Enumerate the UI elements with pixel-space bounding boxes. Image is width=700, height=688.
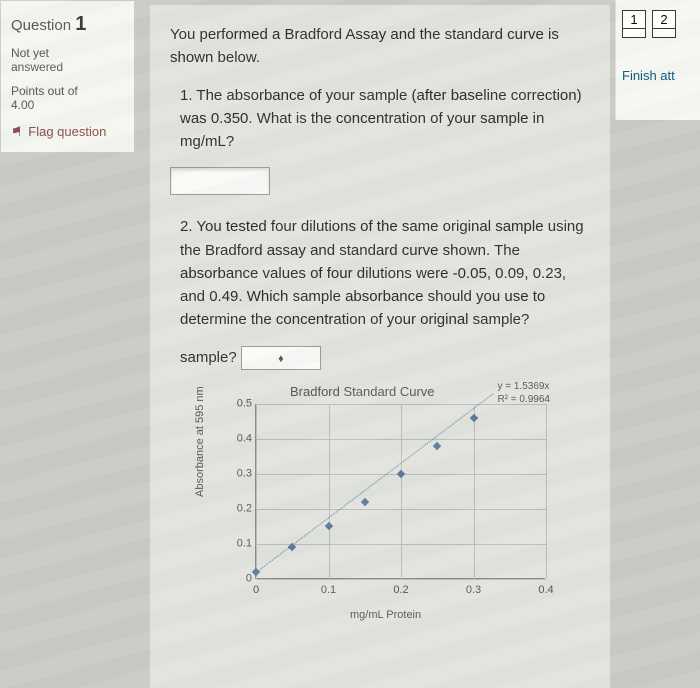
chart-y-tick: 0.1 — [237, 535, 252, 552]
chart-x-axis-label: mg/mL Protein — [350, 607, 421, 624]
chart-data-point — [324, 522, 332, 530]
chart-y-tick: 0.3 — [237, 465, 252, 482]
flag-question-link[interactable]: ⚑ Flag question — [11, 124, 124, 140]
question-content: You performed a Bradford Assay and the s… — [150, 5, 610, 688]
question-intro: You performed a Bradford Assay and the s… — [170, 23, 590, 70]
question-part-1: 1. The absorbance of your sample (after … — [170, 84, 590, 154]
quiz-nav-panel: 1 2 Finish att — [615, 0, 700, 120]
chart-x-tick: 0 — [253, 582, 259, 599]
chart-equation: y = 1.5369x R² = 0.9964 — [497, 380, 550, 406]
chart-title: Bradford Standard Curve — [290, 382, 435, 402]
answer-select-2[interactable]: ♦ — [241, 346, 321, 370]
chart-data-point — [433, 441, 441, 449]
chart-data-point — [361, 497, 369, 505]
question-number: Question 1 — [11, 13, 124, 36]
flag-icon: ⚑ — [11, 124, 23, 140]
chart-y-axis-label: Absorbance at 595 nm — [192, 386, 209, 497]
bradford-chart: Bradford Standard Curve y = 1.5369x R² =… — [200, 382, 560, 617]
chart-y-tick: 0.4 — [237, 430, 252, 447]
chart-x-tick: 0.2 — [393, 582, 408, 599]
chart-data-point — [469, 413, 477, 421]
finish-attempt-link[interactable]: Finish att — [622, 68, 694, 83]
question-label: Question — [11, 17, 71, 34]
chart-x-tick: 0.4 — [538, 582, 553, 599]
points-info: Points out of 4.00 — [11, 84, 124, 112]
chart-y-tick: 0 — [246, 570, 252, 587]
chart-x-tick: 0.3 — [466, 582, 481, 599]
chart-y-tick: 0.5 — [237, 395, 252, 412]
chart-x-tick: 0.1 — [321, 582, 336, 599]
question-info-panel: Question 1 Not yet answered Points out o… — [0, 0, 135, 153]
answer-status: Not yet answered — [11, 46, 124, 74]
nav-boxes: 1 2 — [622, 10, 694, 38]
chart-y-tick: 0.2 — [237, 500, 252, 517]
question-number-value: 1 — [75, 13, 86, 35]
sample-select-row: sample? ♦ — [170, 346, 590, 370]
chart-data-point — [397, 469, 405, 477]
nav-question-1[interactable]: 1 — [622, 10, 646, 38]
answer-input-1[interactable] — [170, 167, 270, 195]
chart-plot-area: 00.10.20.30.400.10.20.30.40.5 — [255, 404, 545, 579]
nav-question-2[interactable]: 2 — [652, 10, 676, 38]
question-part-2: 2. You tested four dilutions of the same… — [170, 215, 590, 331]
